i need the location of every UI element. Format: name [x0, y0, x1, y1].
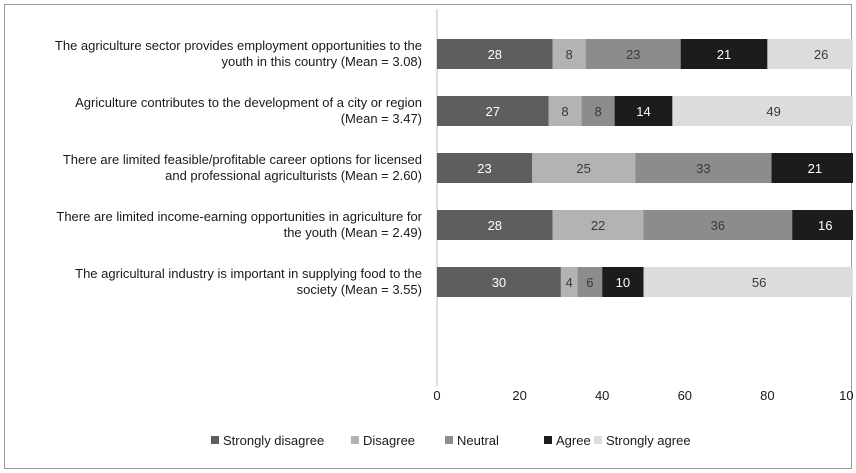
data-label: 4 — [566, 275, 573, 290]
chart-frame: 2882321262788144923253321428223616430461… — [4, 4, 853, 469]
data-label: 28 — [488, 47, 502, 62]
bar-segment — [552, 210, 644, 240]
data-label: 27 — [486, 104, 500, 119]
data-label: 16 — [818, 218, 832, 233]
category-label-line: The agricultural industry is important i… — [75, 266, 422, 281]
bar-segment — [552, 39, 586, 69]
data-label: 30 — [492, 275, 506, 290]
bar-segment — [585, 39, 681, 69]
data-label: 8 — [566, 47, 573, 62]
bar-segment — [577, 267, 603, 297]
legend-swatch — [445, 436, 453, 444]
x-axis: 0 20 40 60 80 100 — [433, 388, 853, 403]
category-label: The agricultural industry is important i… — [75, 266, 422, 297]
legend-label: Neutral — [457, 433, 499, 448]
category-label-line: The agriculture sector provides employme… — [55, 38, 422, 53]
bar-segment — [672, 96, 853, 126]
data-label: 22 — [591, 218, 605, 233]
category-label-line: the youth (Mean = 2.49) — [284, 225, 422, 240]
bar-segment — [548, 96, 582, 126]
legend-item: Neutral — [445, 433, 499, 448]
legend-swatch — [594, 436, 602, 444]
bar-segment — [680, 39, 768, 69]
plot-area: 2882321262788144923253321428223616430461… — [436, 9, 853, 386]
category-label-line: Agriculture contributes to the developme… — [75, 95, 422, 110]
category-label-line: There are limited income-earning opportu… — [56, 209, 422, 224]
bar-segment — [614, 96, 673, 126]
category-label: There are limited feasible/profitable ca… — [63, 152, 422, 183]
data-label: 6 — [586, 275, 593, 290]
data-label: 8 — [561, 104, 568, 119]
bar-segment — [792, 210, 853, 240]
legend-swatch — [544, 436, 552, 444]
category-label: The agriculture sector provides employme… — [55, 38, 422, 69]
category-label-line: and professional agriculturists (Mean = … — [165, 168, 422, 183]
category-label-line: (Mean = 3.47) — [341, 111, 422, 126]
x-tick-label: 100 — [839, 388, 853, 403]
bar-segment — [643, 210, 793, 240]
bar-segment — [437, 153, 532, 183]
legend-item: Strongly agree — [594, 433, 691, 448]
data-label: 14 — [636, 104, 650, 119]
bar-segment — [437, 267, 561, 297]
data-label: 36 — [711, 218, 725, 233]
data-label: 23 — [626, 47, 640, 62]
bar-segment — [437, 210, 553, 240]
bar-segment — [643, 267, 853, 297]
legend: Strongly disagree Disagree Neutral Agree Str… — [211, 433, 691, 448]
data-label: 49 — [766, 104, 780, 119]
bar-segment — [771, 153, 853, 183]
x-tick-label: 80 — [760, 388, 774, 403]
legend-swatch — [211, 436, 219, 444]
x-tick-label: 20 — [512, 388, 526, 403]
bar-segment — [437, 39, 553, 69]
legend-item: Agree — [544, 433, 591, 448]
bar-segment — [581, 96, 615, 126]
bar-segment — [602, 267, 644, 297]
legend-label: Disagree — [363, 433, 415, 448]
category-label-line: youth in this country (Mean = 3.08) — [221, 54, 422, 69]
category-label: There are limited income-earning opportu… — [56, 209, 422, 240]
bar-segment — [767, 39, 853, 69]
legend-item: Strongly disagree — [211, 433, 324, 448]
legend-swatch — [351, 436, 359, 444]
category-label: Agriculture contributes to the developme… — [75, 95, 422, 126]
data-label: 21 — [808, 161, 822, 176]
data-label: 10 — [616, 275, 630, 290]
category-label-line: There are limited feasible/profitable ca… — [63, 152, 422, 167]
bar-segment — [531, 153, 636, 183]
stacked-bar-chart: 2882321262788144923253321428223616430461… — [55, 9, 853, 448]
legend-label: Agree — [556, 433, 591, 448]
legend-label: Strongly agree — [606, 433, 691, 448]
bar-segment — [635, 153, 772, 183]
data-label: 56 — [752, 275, 766, 290]
legend-label: Strongly disagree — [223, 433, 324, 448]
data-label: 8 — [594, 104, 601, 119]
data-label: 23 — [477, 161, 491, 176]
bar-segment — [437, 96, 549, 126]
x-tick-label: 40 — [595, 388, 609, 403]
data-label: 26 — [814, 47, 828, 62]
category-labels: The agriculture sector provides employme… — [55, 38, 423, 297]
data-label: 33 — [696, 161, 710, 176]
category-label-line: society (Mean = 3.55) — [297, 282, 422, 297]
x-tick-label: 60 — [678, 388, 692, 403]
data-label: 25 — [576, 161, 590, 176]
legend-item: Disagree — [351, 433, 415, 448]
data-label: 28 — [488, 218, 502, 233]
x-tick-label: 0 — [433, 388, 440, 403]
bar-segment — [560, 267, 578, 297]
data-label: 21 — [717, 47, 731, 62]
